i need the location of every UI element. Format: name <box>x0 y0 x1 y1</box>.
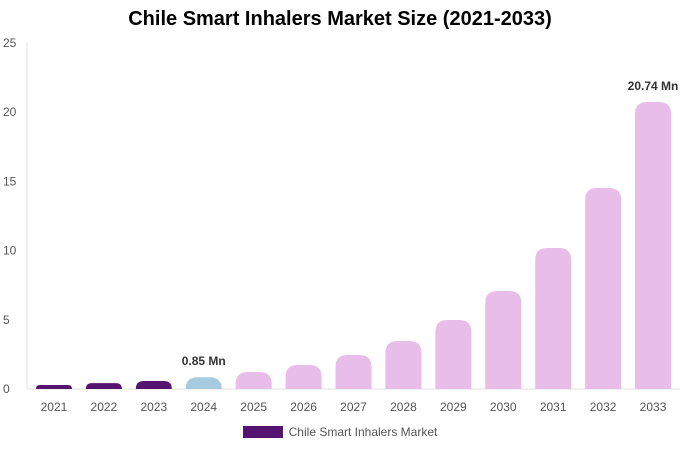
x-tick-label: 2029 <box>440 400 467 414</box>
legend-label: Chile Smart Inhalers Market <box>288 425 438 439</box>
bar-2024 <box>185 377 222 389</box>
bar-2026 <box>285 365 322 389</box>
bar-2023 <box>135 380 172 389</box>
x-tick-label: 2026 <box>290 400 317 414</box>
y-tick-label: 0 <box>3 382 10 396</box>
x-tick-label: 2032 <box>590 400 617 414</box>
bar-2028 <box>385 340 422 389</box>
bar-2030 <box>485 291 522 389</box>
x-tick-label: 2023 <box>140 400 167 414</box>
x-tick-label: 2021 <box>41 400 68 414</box>
bar-2027 <box>335 354 372 389</box>
bar-2022 <box>85 383 122 389</box>
x-tick-label: 2030 <box>490 400 517 414</box>
y-tick-label: 25 <box>3 36 17 50</box>
x-tick-label: 2028 <box>390 400 417 414</box>
bar-2031 <box>535 247 572 389</box>
bar-2025 <box>235 371 272 389</box>
x-tick-label: 2024 <box>190 400 217 414</box>
chart-title: Chile Smart Inhalers Market Size (2021-2… <box>128 8 552 30</box>
y-tick-label: 15 <box>3 174 17 188</box>
x-tick-label: 2022 <box>91 400 118 414</box>
x-tick-label: 2025 <box>240 400 267 414</box>
x-tick-label: 2033 <box>640 400 667 414</box>
legend-swatch <box>242 426 283 438</box>
y-tick-label: 5 <box>3 313 10 327</box>
data-label: 20.74 Mn <box>628 79 679 93</box>
data-label: 0.85 Mn <box>182 354 226 368</box>
x-tick-label: 2027 <box>340 400 367 414</box>
y-tick-label: 10 <box>3 244 17 258</box>
y-tick-label: 20 <box>3 105 17 119</box>
bar-2029 <box>435 319 472 389</box>
bar-2033 <box>635 101 672 389</box>
bar-2032 <box>585 188 622 389</box>
x-tick-label: 2031 <box>540 400 567 414</box>
bar-2021 <box>35 384 72 389</box>
legend[interactable]: Chile Smart Inhalers Market <box>0 425 680 439</box>
